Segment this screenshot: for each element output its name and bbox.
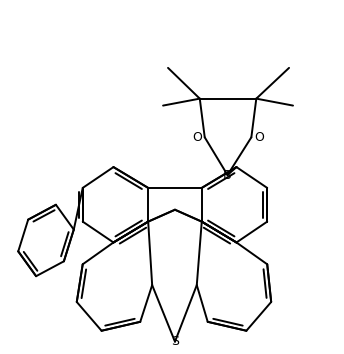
Text: O: O (192, 131, 202, 144)
Text: B: B (223, 169, 232, 182)
Text: O: O (254, 131, 264, 144)
Text: S: S (171, 335, 179, 348)
